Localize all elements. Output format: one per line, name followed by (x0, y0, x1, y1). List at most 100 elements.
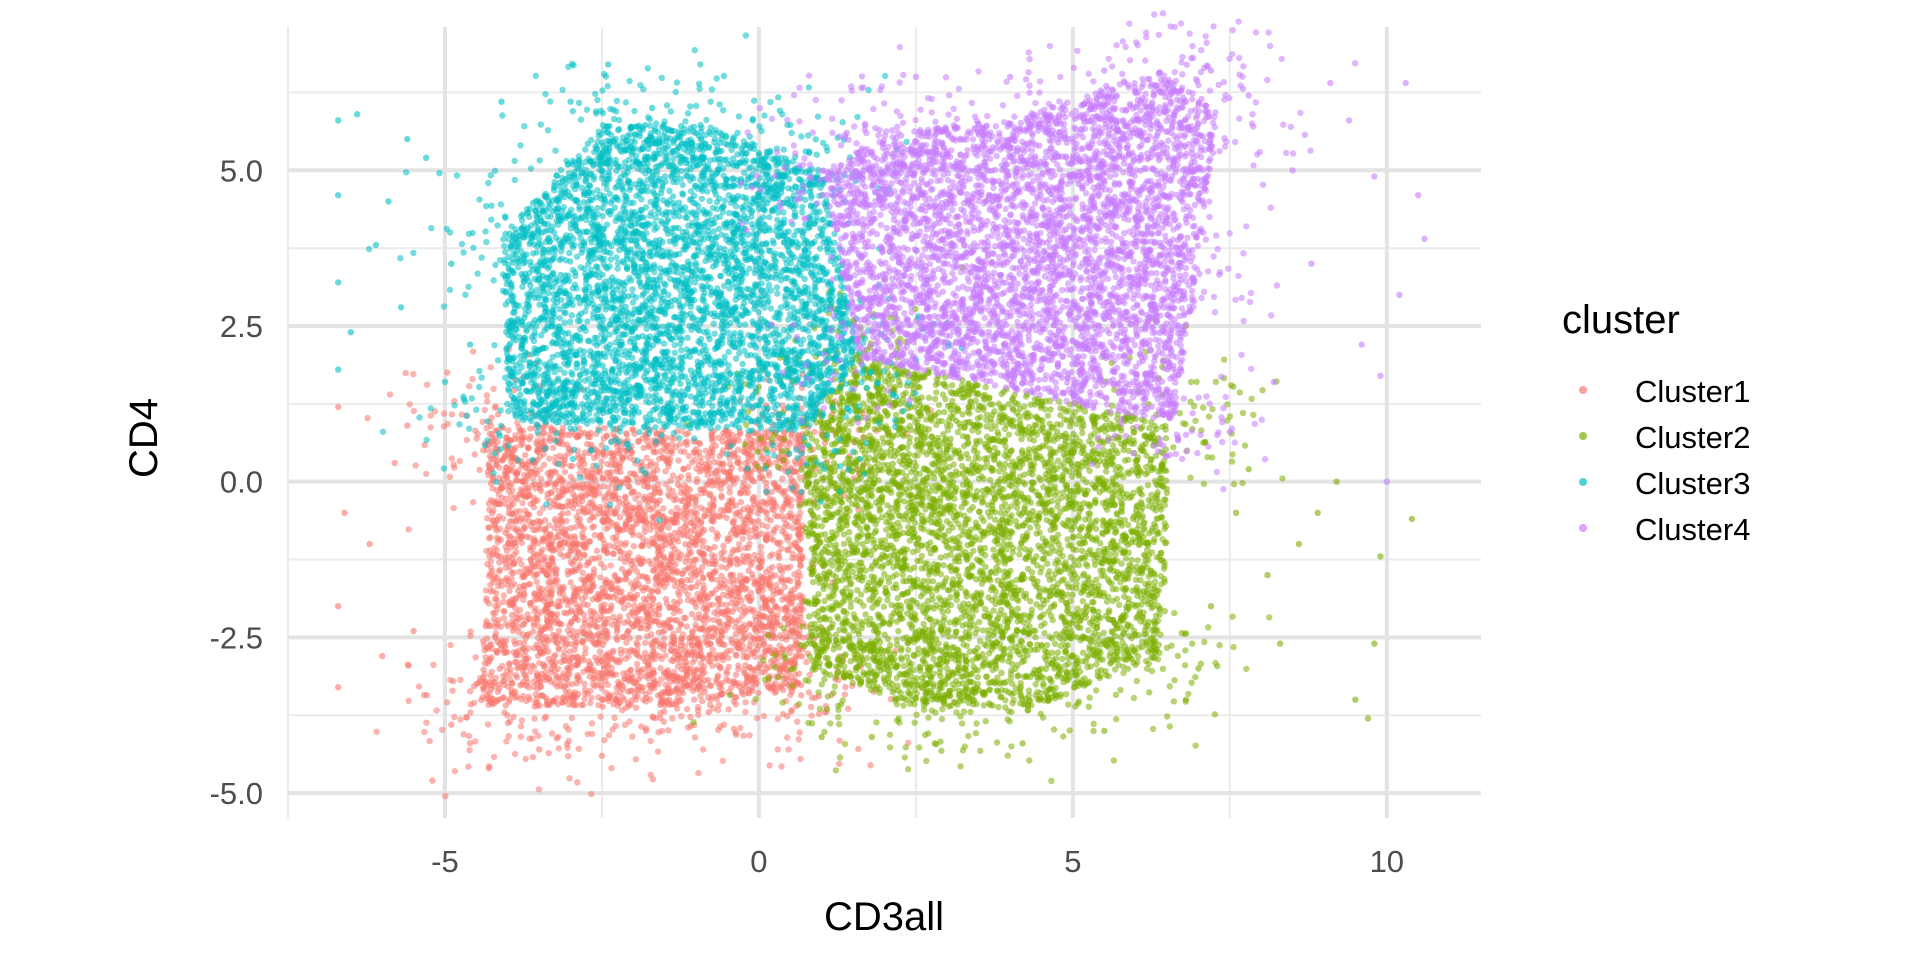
scatter-point (512, 508, 520, 515)
scatter-point (599, 475, 606, 482)
scatter-point (491, 595, 499, 603)
scatter-point (788, 706, 795, 714)
scatter-point (715, 617, 723, 625)
scatter-point (599, 608, 606, 615)
scatter-point (580, 611, 587, 618)
scatter-point (788, 688, 796, 695)
scatter-point (762, 479, 770, 487)
scatter-point (513, 610, 520, 617)
scatter-point (732, 510, 739, 518)
scatter-point (785, 746, 792, 753)
scatter-point (681, 587, 689, 595)
scatter-point (410, 407, 418, 415)
scatter-point (652, 461, 660, 468)
scatter-point (773, 582, 780, 589)
scatter-point (709, 693, 716, 700)
scatter-point (646, 688, 654, 695)
scatter-point (732, 701, 739, 708)
scatter-point (509, 679, 516, 687)
scatter-point (537, 475, 545, 482)
scatter-point (579, 638, 586, 645)
scatter-point (518, 539, 525, 546)
scatter-point (688, 610, 696, 618)
scatter-point (616, 699, 623, 706)
scatter-point (584, 473, 592, 481)
scatter-point (622, 493, 629, 500)
scatter-point (734, 594, 741, 601)
scatter-point (570, 692, 577, 699)
scatter-point (562, 723, 570, 730)
scatter-point (795, 736, 802, 743)
scatter-point (608, 449, 615, 457)
scatter-point (520, 620, 528, 628)
scatter-point (553, 735, 560, 742)
scatter-point (658, 525, 665, 532)
scatter-point (622, 576, 629, 583)
scatter-point (618, 588, 625, 595)
scatter-point (509, 487, 516, 494)
scatter-point (768, 506, 776, 513)
scatter-point (726, 484, 733, 491)
scatter-point (749, 497, 756, 504)
scatter-point (794, 718, 801, 725)
scatter-point (541, 715, 548, 722)
scatter-point (698, 599, 705, 606)
scatter-point (727, 475, 734, 482)
scatter-point (610, 550, 617, 557)
scatter-point (522, 462, 530, 469)
scatter-point (765, 575, 772, 583)
scatter-point (660, 454, 667, 462)
scatter-point (552, 651, 559, 659)
scatter-point (623, 430, 630, 437)
scatter-point (480, 666, 487, 673)
scatter-point (791, 518, 799, 526)
scatter-point (510, 600, 517, 607)
scatter-point (529, 735, 536, 742)
scatter-point (736, 645, 743, 652)
scatter-point (632, 495, 639, 502)
scatter-point (596, 648, 603, 655)
scatter-point (562, 503, 570, 510)
scatter-point (708, 601, 716, 608)
scatter-point (683, 669, 690, 676)
scatter-point (521, 523, 528, 530)
scatter-point (755, 635, 763, 642)
scatter-point (486, 642, 493, 649)
scatter-point (366, 540, 373, 548)
scatter-point (591, 640, 599, 647)
scatter-point (513, 648, 520, 656)
scatter-point (736, 546, 743, 553)
scatter-point (707, 490, 714, 498)
scatter-point (790, 525, 797, 532)
scatter-point (746, 621, 753, 628)
scatter-point (842, 683, 849, 691)
scatter-point (665, 463, 672, 470)
scatter-point (836, 760, 843, 767)
scatter-point (465, 732, 473, 740)
scatter-point (450, 504, 457, 512)
scatter-point (667, 555, 674, 563)
scatter-point (746, 732, 753, 739)
scatter-point (567, 525, 574, 532)
scatter-point (579, 481, 587, 488)
scatter-point (442, 792, 449, 800)
scatter-point (630, 543, 637, 550)
scatter-point (578, 541, 585, 548)
scatter-point (599, 696, 606, 703)
scatter-point (526, 511, 533, 519)
scatter-point (784, 734, 791, 741)
scatter-point (549, 631, 557, 638)
scatter-point (628, 505, 635, 512)
scatter-point (613, 465, 621, 472)
scatter-point (756, 557, 764, 564)
scatter-point (784, 546, 791, 554)
scatter-point (745, 686, 753, 693)
scatter-point (587, 574, 594, 581)
scatter-point (794, 432, 802, 439)
scatter-point (567, 579, 574, 586)
scatter-point (649, 567, 657, 574)
scatter-point (533, 578, 540, 586)
scatter-point (740, 666, 748, 674)
scatter-point (740, 621, 748, 629)
scatter-point (600, 483, 608, 490)
